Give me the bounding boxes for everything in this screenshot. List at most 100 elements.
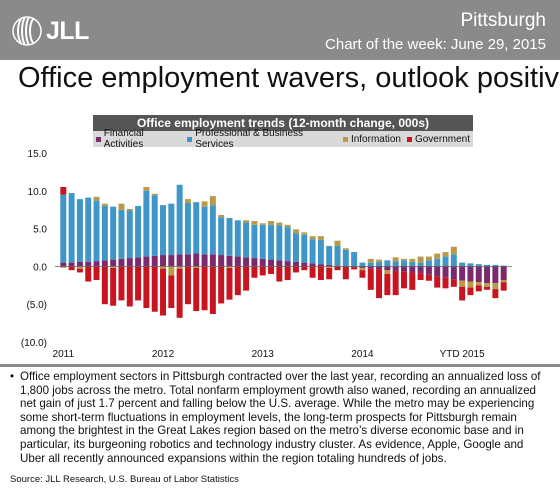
bar-segment [409,261,416,267]
bar-segment [292,266,299,273]
bar-segment [93,261,100,267]
bar-segment [342,266,349,280]
bar-segment [60,187,67,195]
bar-segment [442,266,449,278]
bar-segment [317,236,324,240]
bar-segment [110,259,117,267]
y-tick-label: 15.0 [28,149,48,160]
legend-item-financial: Financial Activities [96,128,181,150]
bar-segment [160,205,167,256]
bar-segment [118,209,125,259]
bar-segment [193,266,200,268]
bar-segment [484,283,491,287]
bar-segment [367,266,374,269]
summary-text: Office employment sectors in Pittsburgh … [20,370,541,465]
bar-segment [218,214,225,218]
bar-segment [342,249,349,267]
bar-segment [184,254,191,267]
bar-segment [467,281,474,288]
chart-legend: Financial Activities Professional & Busi… [93,128,473,150]
bar-segment [126,266,133,307]
bar-segment [176,266,183,269]
bar-segment [101,205,108,261]
bar-segment [301,232,308,235]
bar-segment [234,220,241,257]
bar-segment [326,264,333,267]
bar-segment [251,258,258,267]
bar-segment [234,266,241,296]
bar-segment [209,254,216,267]
bar-segment [284,227,291,262]
bar-segment [351,252,358,267]
bar-segment [376,269,383,299]
bar-segment [143,266,150,308]
city-name: Pittsburgh [460,10,546,31]
page-headline: Office employment wavers, outlook positi… [18,62,560,94]
bar-segment [151,266,158,312]
bar-segment [334,240,341,246]
bar-segment [425,274,432,281]
bar-segment [484,286,491,290]
bar-segment [442,256,449,267]
bar-segment [500,282,507,291]
bar-segment [492,283,499,290]
section-divider [0,364,560,367]
bar-segment [76,266,83,269]
bar-segment [450,246,457,255]
bar-segment [334,266,341,271]
bar-segment [467,263,474,267]
bar-segment [135,266,142,301]
bar-segment [126,210,133,259]
bar-segment [201,201,208,207]
bar-segment [367,262,374,267]
bar-segment [259,266,266,276]
bar-segment [184,202,191,255]
bar-segment [110,206,117,260]
bar-segment [417,256,424,263]
bar-segment [60,266,67,268]
bar-segment [126,208,133,211]
bar-segment [384,260,391,267]
bar-segment [276,225,283,261]
bar-segment [259,224,266,259]
bar-segment [110,266,117,268]
jll-logo: JLL [12,12,89,50]
x-tick-label: 2012 [152,349,175,360]
bar-segment [259,258,266,267]
bar-segment [475,282,482,286]
bar-segment [384,273,391,296]
bar-segment [500,266,507,281]
bar-segment [317,264,324,267]
legend-swatch-government [406,136,412,142]
bar-segment [68,266,75,271]
bar-segment [359,266,366,268]
bar-segment [434,266,441,277]
bar-segment [268,266,275,274]
bar-segment [135,257,142,267]
bar-segment [68,262,75,267]
bar-segment [201,254,208,267]
bar-segment [450,266,457,280]
legend-label-professional: Professional & Business Services [195,128,304,150]
bar-segment [201,206,208,255]
bar-segment [434,276,441,288]
bar-segment [442,277,449,289]
bar-segment [392,266,399,271]
bar-segment [251,224,258,259]
chart-of-week-date: Chart of the week: June 29, 2015 [325,36,546,53]
bar-segment [126,258,133,267]
bar-segment [143,187,150,191]
bar-segment [459,266,466,281]
bar-segment [309,263,316,267]
bar-segment [317,266,324,281]
bar-segment [101,203,108,206]
bar-segment [376,266,383,270]
bar-segment [268,259,275,267]
source-note: Source: JLL Research, U.S. Bureau of Lab… [10,474,239,485]
bar-segment [110,267,117,306]
jll-logo-icon [12,16,42,46]
legend-label-government: Government [414,133,470,145]
bar-segment [268,224,275,260]
bar-segment [160,255,167,267]
bar-segment [151,255,158,267]
